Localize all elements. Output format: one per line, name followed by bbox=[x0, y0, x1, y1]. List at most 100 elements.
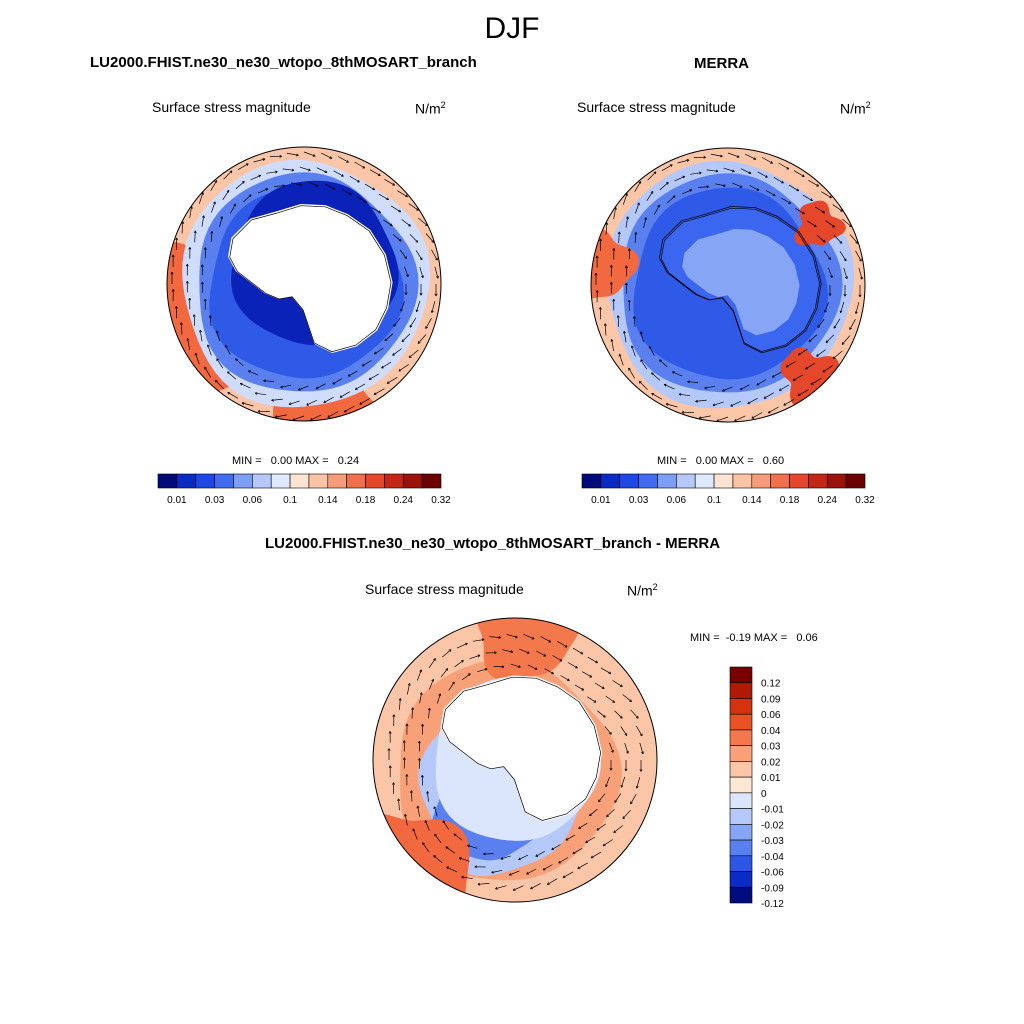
vector-arrowhead bbox=[625, 193, 628, 196]
vector-arrowhead bbox=[258, 174, 262, 178]
wind-stress-vector bbox=[664, 384, 675, 390]
vector-arrowhead bbox=[404, 292, 408, 295]
vector-arrowhead bbox=[751, 416, 755, 419]
vector-arrowhead bbox=[226, 189, 230, 193]
wind-stress-vector bbox=[618, 231, 620, 244]
vector-arrowhead bbox=[393, 324, 397, 327]
vector-arrowhead bbox=[720, 154, 723, 158]
contour-fill bbox=[794, 200, 846, 246]
colorbar-swatch bbox=[729, 886, 753, 904]
colorbar-tick-label: 0.1 bbox=[707, 495, 721, 506]
wind-stress-vector bbox=[798, 348, 808, 356]
wind-stress-vector bbox=[469, 654, 481, 660]
wind-stress-vector bbox=[651, 393, 663, 400]
wind-stress-vector bbox=[665, 403, 678, 408]
vector-arrowhead bbox=[213, 201, 216, 205]
wind-stress-vector bbox=[393, 317, 401, 327]
vector-arrowhead bbox=[526, 651, 530, 654]
vector-arrowhead bbox=[672, 371, 675, 374]
wind-stress-vector bbox=[624, 742, 629, 754]
vector-arrowhead bbox=[581, 687, 585, 691]
vector-arrowhead bbox=[364, 200, 368, 203]
vector-arrowhead bbox=[419, 257, 423, 261]
colorbar-tick-label: 0.14 bbox=[318, 495, 338, 506]
vector-arrowhead bbox=[788, 201, 792, 204]
wind-stress-vector bbox=[483, 853, 494, 855]
vector-arrowhead bbox=[392, 182, 395, 186]
vector-arrowhead bbox=[603, 323, 607, 326]
vector-arrowhead bbox=[265, 188, 269, 191]
vector-arrowhead bbox=[310, 417, 313, 421]
vector-arrowhead bbox=[389, 223, 393, 227]
vector-arrowhead bbox=[175, 237, 179, 241]
vector-arrowhead bbox=[419, 669, 423, 673]
vector-arrowhead bbox=[828, 293, 832, 296]
colorbar-swatch bbox=[729, 729, 753, 746]
colorbar-swatch bbox=[176, 473, 197, 489]
wind-stress-vector bbox=[613, 207, 617, 220]
vector-arrowhead bbox=[530, 886, 533, 890]
wind-stress-vector bbox=[605, 695, 615, 703]
vector-arrowhead bbox=[206, 344, 210, 348]
wind-stress-vector bbox=[512, 885, 524, 891]
wind-stress-vector bbox=[594, 682, 605, 689]
vector-arrowhead bbox=[575, 665, 578, 669]
wind-stress-vector bbox=[424, 820, 430, 831]
vector-arrowhead bbox=[699, 171, 702, 175]
wind-stress-vector bbox=[434, 266, 439, 279]
vector-arrowhead bbox=[657, 204, 660, 208]
vector-arrowhead bbox=[548, 639, 552, 643]
vector-arrowhead bbox=[598, 307, 602, 310]
vector-arrowhead bbox=[254, 392, 258, 395]
vector-arrowhead bbox=[193, 230, 197, 234]
vector-arrowhead bbox=[813, 224, 817, 228]
vector-arrowhead bbox=[833, 325, 837, 329]
vector-arrowhead bbox=[392, 782, 396, 785]
wind-stress-vector bbox=[502, 649, 513, 653]
vector-arrowhead bbox=[386, 197, 389, 201]
vector-arrowhead bbox=[415, 309, 419, 313]
vector-arrowhead bbox=[282, 184, 286, 188]
vector-arrowhead bbox=[448, 649, 452, 652]
vector-arrowhead bbox=[445, 668, 449, 671]
wind-stress-vector bbox=[542, 864, 553, 871]
wind-stress-vector bbox=[237, 163, 249, 171]
vector-arrowhead bbox=[388, 765, 392, 768]
vector-arrowhead bbox=[477, 654, 481, 658]
colorbar-tick-label: -0.06 bbox=[761, 868, 784, 879]
wind-stress-vector bbox=[384, 333, 394, 341]
vector-arrowhead bbox=[417, 758, 421, 761]
vector-arrowhead bbox=[840, 209, 843, 212]
wind-stress-vector bbox=[442, 820, 449, 830]
vector-arrowhead bbox=[419, 293, 423, 296]
minmax-label: MIN = 0.00 MAX = 0.24 bbox=[232, 455, 360, 467]
colorbar-tick-label: 0.32 bbox=[431, 495, 451, 506]
vector-arrowhead bbox=[442, 820, 446, 824]
wind-stress-vector bbox=[611, 339, 615, 352]
wind-stress-vector bbox=[401, 333, 411, 342]
vector-arrowhead bbox=[624, 733, 628, 736]
wind-stress-vector bbox=[672, 371, 683, 377]
wind-stress-vector bbox=[552, 655, 563, 662]
colorbar-tick-label: 0.01 bbox=[591, 495, 611, 506]
wind-stress-vector bbox=[250, 174, 261, 181]
vector-arrowhead bbox=[706, 185, 710, 189]
vector-arrowhead bbox=[312, 154, 316, 157]
vector-arrowhead bbox=[327, 415, 331, 418]
wind-stress-vector bbox=[454, 660, 464, 668]
vector-arrowhead bbox=[634, 232, 638, 235]
vector-arrowhead bbox=[392, 352, 395, 356]
vector-arrowhead bbox=[651, 393, 655, 396]
wind-stress-vector bbox=[577, 862, 588, 869]
vector-arrowhead bbox=[756, 188, 760, 191]
vector-arrowhead bbox=[491, 870, 495, 874]
colorbar-tick-label: 0.1 bbox=[283, 495, 297, 506]
contour-fill bbox=[591, 227, 640, 301]
wind-stress-vector bbox=[422, 842, 430, 853]
vector-arrowhead bbox=[518, 665, 521, 668]
wind-stress-vector bbox=[634, 181, 642, 192]
wind-stress-vector bbox=[640, 359, 648, 370]
vector-arrowhead bbox=[387, 748, 391, 751]
minmax-label: MIN = -0.19 MAX = 0.06 bbox=[690, 632, 818, 644]
colorbar-swatch bbox=[729, 792, 753, 809]
